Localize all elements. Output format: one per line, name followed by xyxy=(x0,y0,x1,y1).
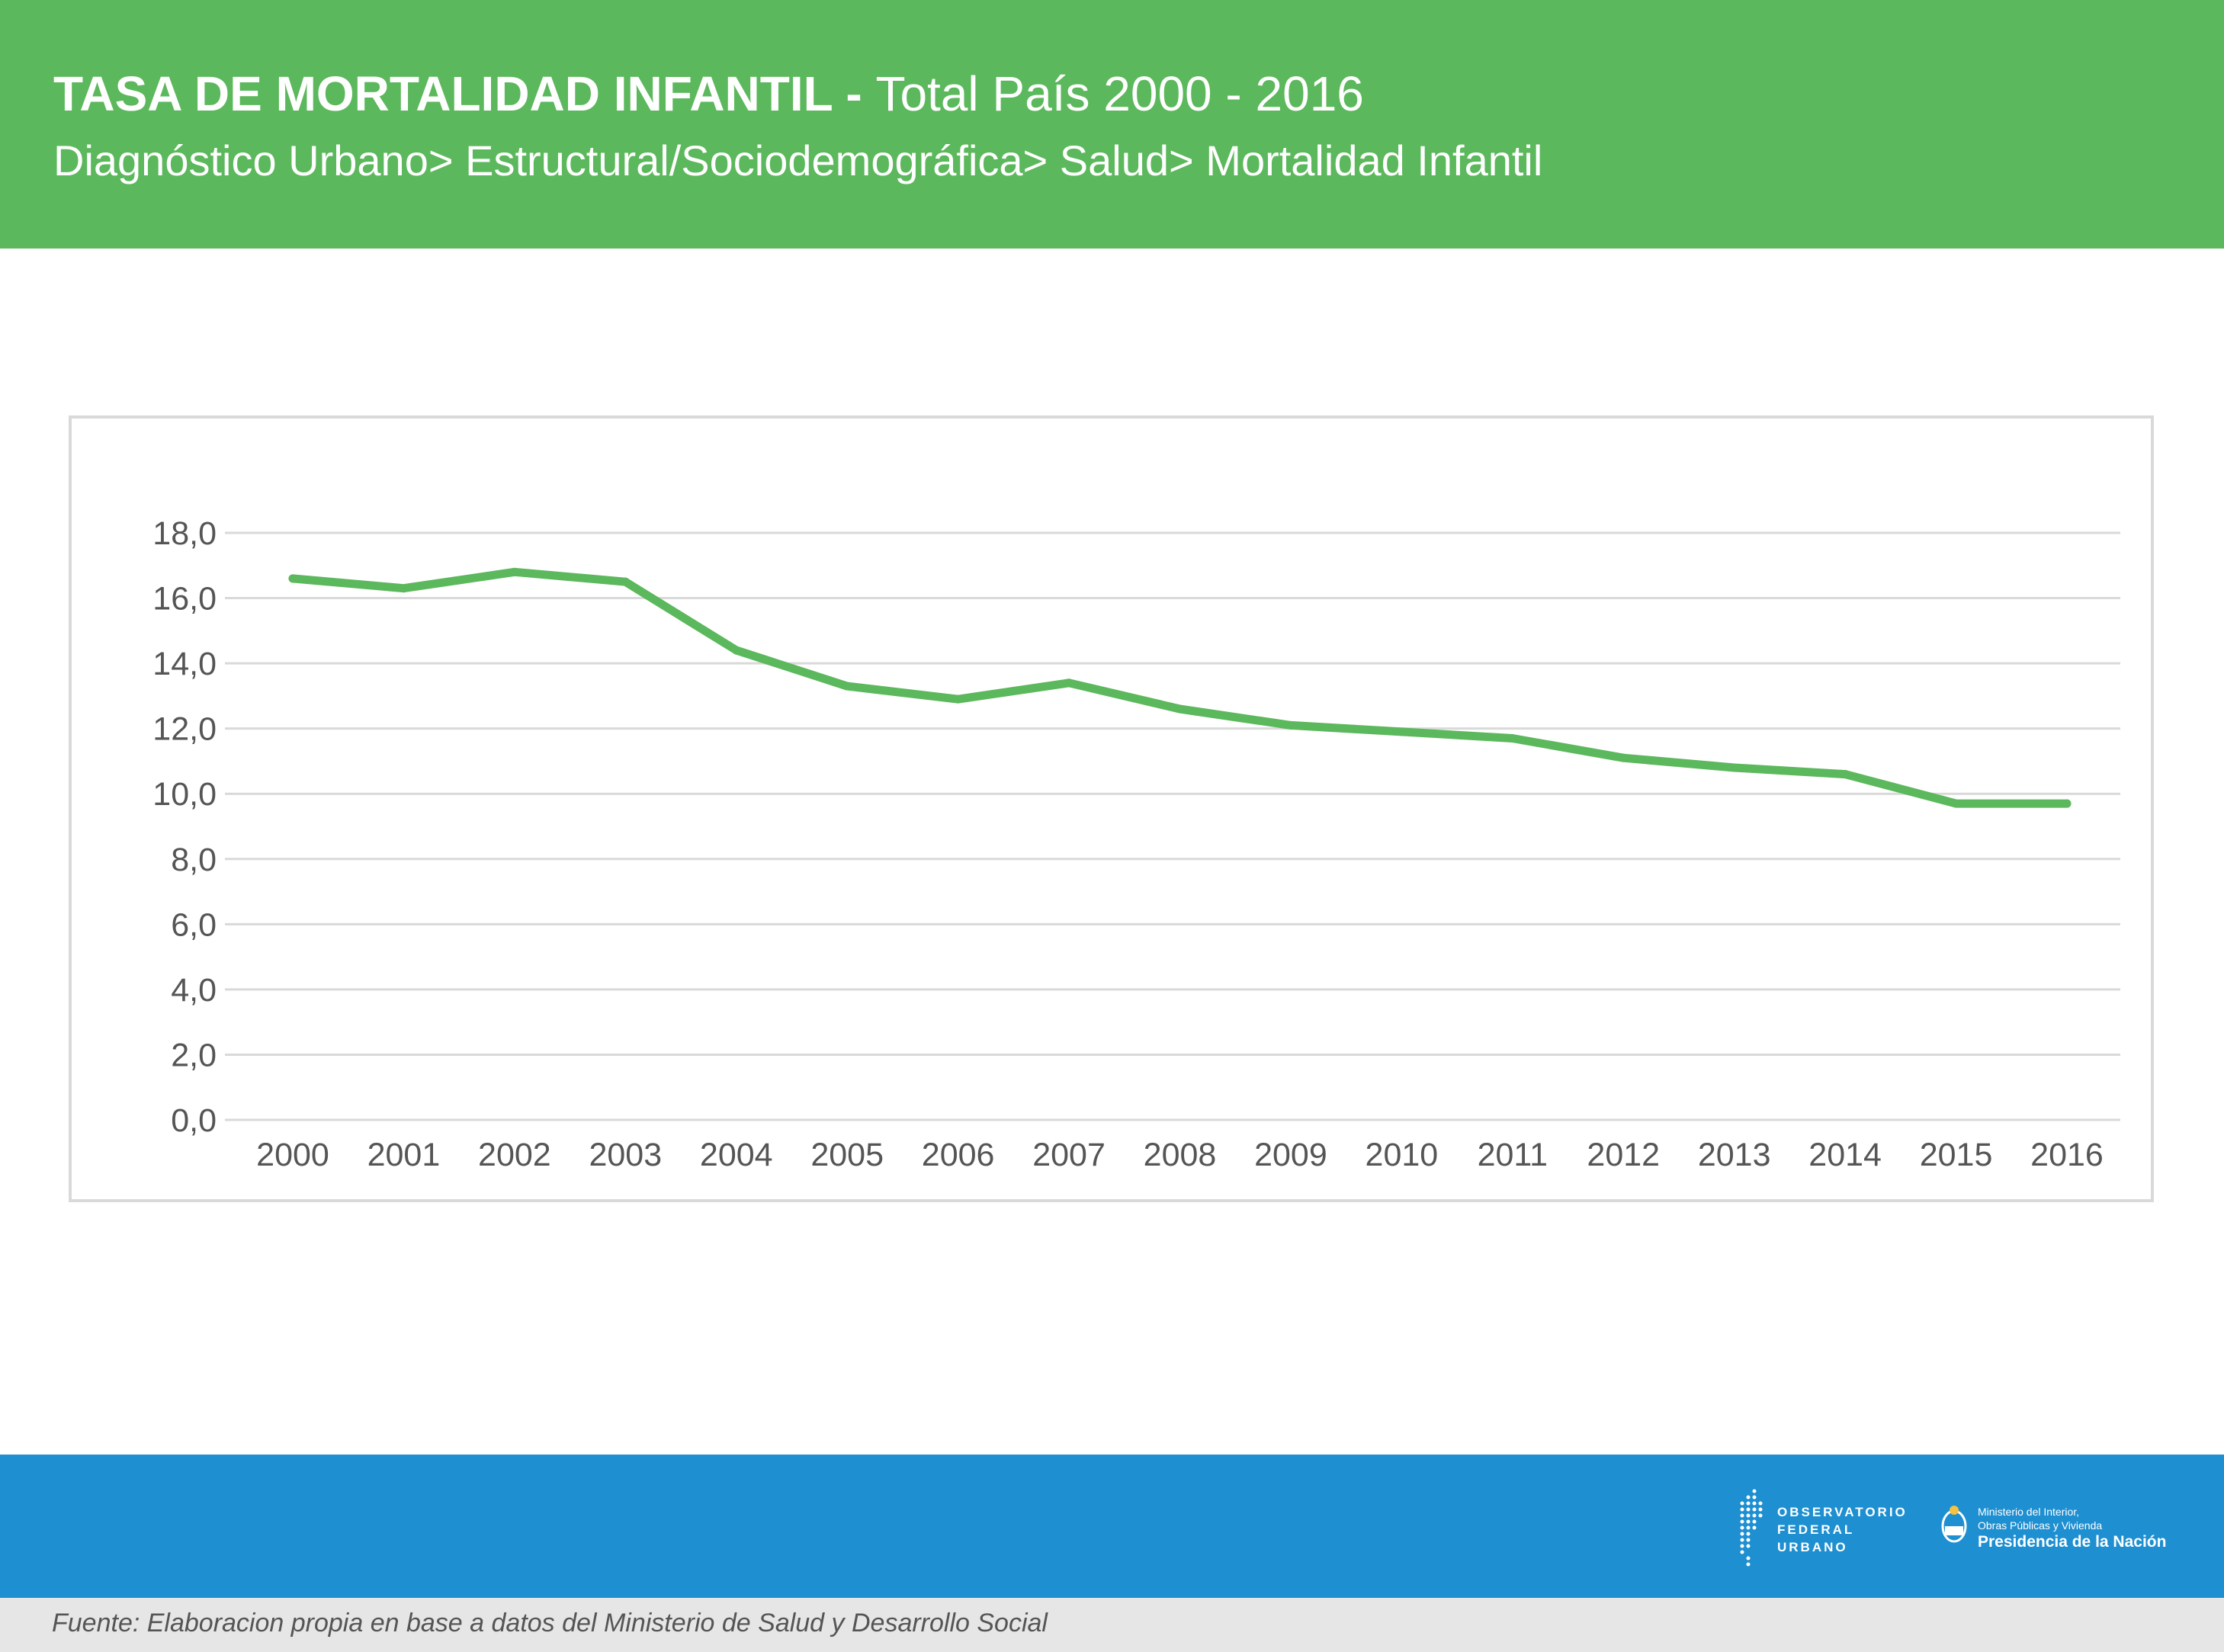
footer-band xyxy=(0,1455,2224,1598)
source-bar xyxy=(0,1598,2224,1652)
series-line-0 xyxy=(288,567,2072,808)
ministerio-line-3: Presidencia de la Nación xyxy=(1978,1533,2167,1551)
data-point xyxy=(1064,678,1073,688)
y-tick-label: 10,0 xyxy=(152,776,217,813)
data-point xyxy=(1397,727,1406,736)
data-point xyxy=(1952,799,1961,808)
data-point xyxy=(954,694,963,704)
data-point xyxy=(732,646,741,655)
y-tick-label: 2,0 xyxy=(171,1037,217,1073)
x-tick-label: 2003 xyxy=(589,1137,662,1173)
data-point xyxy=(399,584,408,593)
title-bold: TASA DE MORTALIDAD INFANTIL - xyxy=(53,66,862,121)
y-tick-label: 6,0 xyxy=(171,906,217,943)
x-tick-label: 2012 xyxy=(1587,1137,1660,1173)
x-tick-label: 2004 xyxy=(700,1137,773,1173)
y-tick-label: 8,0 xyxy=(171,842,217,878)
observatorio-line-1: OBSERVATORIO xyxy=(1777,1505,1908,1519)
x-tick-label: 2001 xyxy=(367,1137,441,1173)
data-point xyxy=(1286,720,1295,730)
observatorio-line-2: FEDERAL xyxy=(1777,1522,1855,1537)
x-tick-label: 2000 xyxy=(256,1137,329,1173)
chart-frame: 0,0 2,0 4,0 6,0 8,0 10,0 12,0 14,0 16,0 18,0 2000 2… xyxy=(69,415,2154,1202)
x-tick-label: 2014 xyxy=(1808,1137,1882,1173)
y-tick-label: 0,0 xyxy=(171,1102,217,1139)
observatorio-wordmark: OBSERVATORIO FEDERAL URBANO xyxy=(1777,1503,1908,1556)
title-light: Total País 2000 - 2016 xyxy=(875,66,1364,121)
x-tick-label: 2015 xyxy=(1920,1137,1993,1173)
x-tick-label: 2011 xyxy=(1478,1137,1548,1173)
ministerio-line-1: Ministerio del Interior, xyxy=(1978,1506,2080,1518)
data-point xyxy=(1508,734,1517,743)
data-point xyxy=(1730,763,1739,772)
data-point xyxy=(1176,704,1184,714)
line-chart: 0,0 2,0 4,0 6,0 8,0 10,0 12,0 14,0 16,0 18,0 2000 2… xyxy=(152,515,2120,1173)
data-point xyxy=(1619,753,1628,762)
x-tick-label: 2016 xyxy=(2030,1137,2104,1173)
x-tick-label: 2010 xyxy=(1366,1137,1439,1173)
data-point xyxy=(510,567,519,576)
coat-of-arms-icon xyxy=(1941,1506,1967,1543)
ministerio-logo: Ministerio del Interior, Obras Públicas … xyxy=(1938,1500,2197,1561)
x-tick-label: 2013 xyxy=(1698,1137,1771,1173)
data-point xyxy=(288,574,297,583)
header-banner: TASA DE MORTALIDAD INFANTIL - Total País… xyxy=(0,0,2224,249)
page-title: TASA DE MORTALIDAD INFANTIL - Total País… xyxy=(53,67,1364,120)
observatorio-logo: OBSERVATORIO FEDERAL URBANO xyxy=(1735,1487,1918,1570)
ministerio-line-2: Obras Públicas y Vivienda xyxy=(1978,1519,2103,1532)
y-tick-label: 12,0 xyxy=(152,711,217,748)
y-tick-label: 18,0 xyxy=(152,515,217,552)
breadcrumb: Diagnóstico Urbano> Estructural/Sociodem… xyxy=(53,136,1543,184)
ministerio-text: Ministerio del Interior, Obras Públicas … xyxy=(1978,1505,2166,1552)
x-tick-label: 2005 xyxy=(810,1137,884,1173)
x-tick-label: 2006 xyxy=(922,1137,995,1173)
y-tick-label: 14,0 xyxy=(152,646,217,682)
x-tick-label: 2008 xyxy=(1144,1137,1217,1173)
data-point xyxy=(2062,799,2072,808)
y-tick-label: 16,0 xyxy=(152,581,217,617)
observatorio-line-3: URBANO xyxy=(1777,1540,1848,1554)
x-tick-label: 2009 xyxy=(1254,1137,1327,1173)
dot-map-icon xyxy=(1740,1489,1763,1567)
x-tick-label: 2002 xyxy=(478,1137,551,1173)
data-point xyxy=(842,682,852,691)
x-tick-label: 2007 xyxy=(1032,1137,1106,1173)
y-tick-label: 4,0 xyxy=(171,972,217,1009)
source-note: Fuente: Elaboracion propia en base a dat… xyxy=(52,1609,1048,1638)
data-point xyxy=(621,577,630,586)
data-point xyxy=(1840,770,1850,779)
